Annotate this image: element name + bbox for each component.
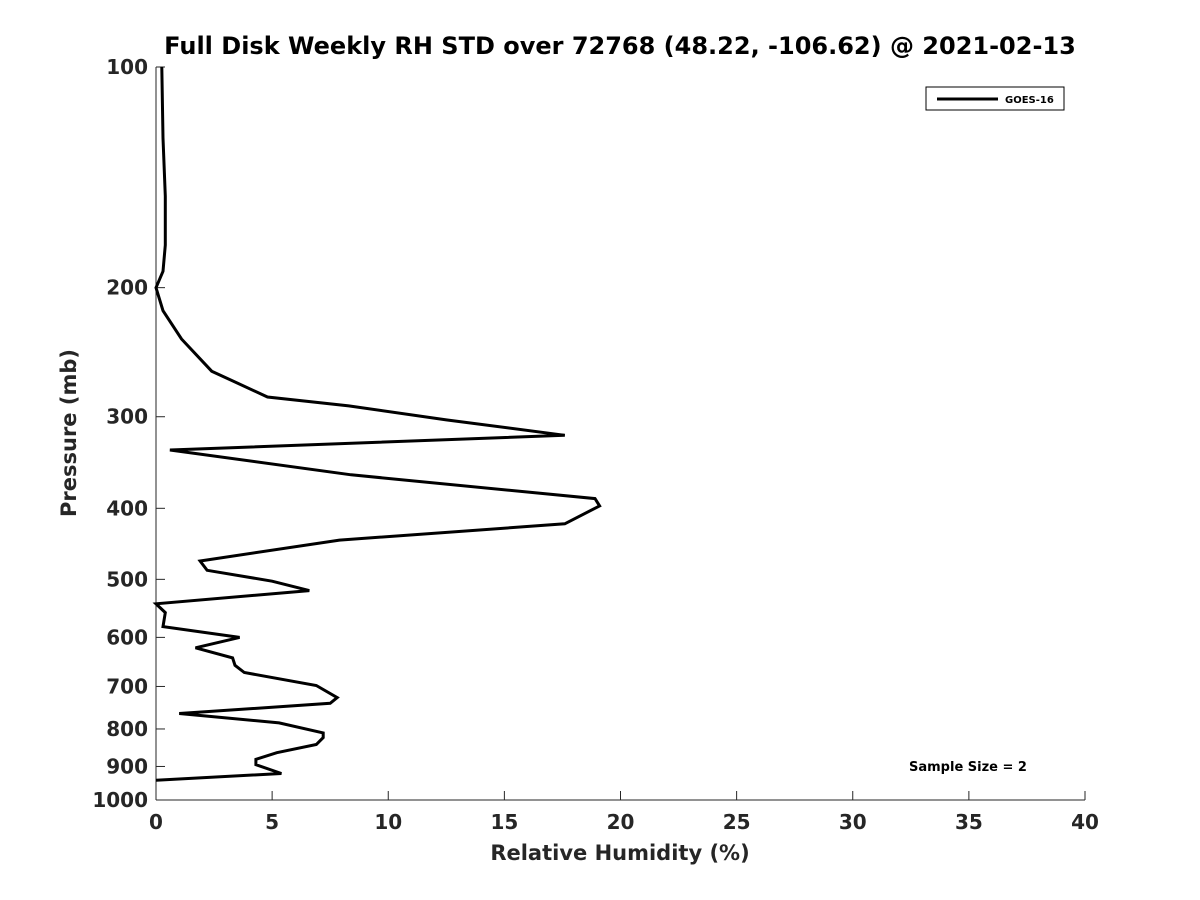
sample-size-annotation: Sample Size = 2 (909, 760, 1027, 775)
x-tick-label: 0 (149, 810, 163, 834)
x-tick-label: 10 (374, 810, 402, 834)
x-tick-label: 15 (490, 810, 518, 834)
y-tick-label: 700 (106, 674, 148, 698)
y-tick-label: 300 (106, 405, 148, 429)
y-tick-label: 1000 (92, 788, 148, 812)
x-tick-label: 40 (1071, 810, 1099, 834)
y-axis-label: Pressure (mb) (57, 349, 81, 517)
y-tick-label: 800 (106, 717, 148, 741)
series-line-goes-16 (152, 66, 602, 782)
axis-ticks: 0 5 10 15 20 25 30 35 40 100 200 300 400 500 600 700 800… (92, 55, 1099, 834)
legend-entry-goes-16: GOES-16 (1005, 95, 1054, 106)
y-tick-label: 500 (106, 567, 148, 591)
x-axis-label: Relative Humidity (%) (490, 841, 749, 865)
series-layer (152, 66, 602, 782)
y-tick-label: 100 (106, 55, 148, 79)
y-tick-label: 200 (106, 276, 148, 300)
x-tick-label: 20 (607, 810, 635, 834)
x-tick-label: 30 (839, 810, 867, 834)
x-tick-label: 35 (955, 810, 983, 834)
y-tick-label: 900 (106, 754, 148, 778)
legend: GOES-16 (925, 86, 1065, 111)
chart-title: Full Disk Weekly RH STD over 72768 (48.2… (164, 32, 1076, 60)
y-tick-label: 400 (106, 496, 148, 520)
x-tick-label: 5 (265, 810, 279, 834)
plot-axes (155, 67, 1085, 801)
x-tick-label: 25 (723, 810, 751, 834)
y-tick-label: 600 (106, 625, 148, 649)
